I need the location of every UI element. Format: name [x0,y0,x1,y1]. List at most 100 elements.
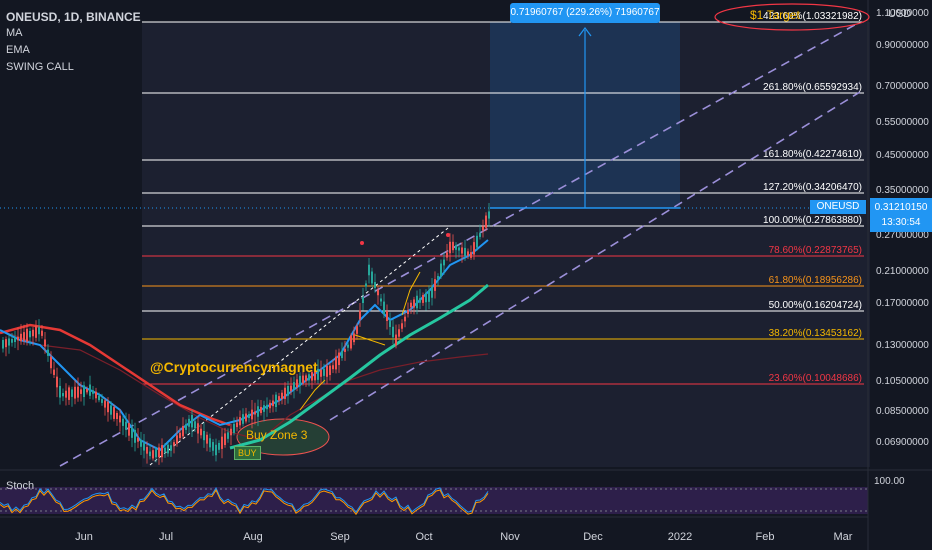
candle [95,391,97,399]
candle [65,390,67,398]
candle [35,325,37,338]
candle [164,447,166,453]
candle [146,446,148,454]
stoch-label[interactable]: Stoch [6,480,35,492]
candle [116,412,118,420]
candle [89,384,91,396]
candle [47,349,49,356]
month-label: Jun [75,531,93,543]
buy-zone-label: Buy Zone 3 [246,428,308,442]
candle [17,336,19,341]
candle [5,339,7,348]
candle [101,399,103,403]
fib-label: 100.00%(0.27863880) [763,215,862,226]
axis-price-label: 0.70000000 [876,81,929,92]
candle [263,405,265,412]
candle [83,385,85,398]
indicator-ema[interactable]: EMA [6,44,30,56]
month-label: Feb [756,531,775,543]
candle [347,344,349,348]
ma-line [0,323,231,427]
candle [296,379,298,388]
candle [239,417,241,426]
candle [92,390,94,394]
axis-price-label: 0.21000000 [876,266,929,277]
axis-price-label: 0.10500000 [876,376,929,387]
candle [194,421,196,429]
candle [203,431,205,441]
currency-label: USD [888,8,912,20]
candle [281,392,283,399]
swing-call-line [229,283,489,450]
candle [362,296,364,304]
fib-label: 23.60%(0.10048686) [769,373,862,384]
candle [170,445,172,451]
candle [14,337,16,343]
candle [176,435,178,444]
candle [455,245,457,250]
candle [452,241,454,251]
candle [86,388,88,393]
candle [476,235,478,248]
fib-label: 161.80%(0.42274610) [763,149,862,160]
candle [128,422,130,436]
candle [338,352,340,366]
candle [308,374,310,381]
measure-arrow-head [578,27,592,37]
stoch-d-line [0,489,489,516]
wave-arrow-line [354,334,386,346]
candle [392,326,394,338]
candle [77,386,79,398]
candle [107,401,109,413]
candle [50,356,52,369]
candle [155,449,157,458]
candle [488,211,490,219]
candle [365,283,367,287]
candle [335,356,337,370]
candle [305,375,307,382]
candle [230,428,232,436]
axis-price-label: 1.10000000 [876,8,929,19]
candle [20,333,22,342]
candle [293,382,295,390]
candle [413,299,415,308]
candle [131,427,133,438]
axis-price-label: 0.45000000 [876,150,929,161]
candle [80,389,82,394]
candle [425,292,427,303]
candle [236,422,238,428]
candle [401,323,403,329]
candle [359,310,361,320]
candle [266,404,268,410]
candle [53,369,55,375]
candle [380,298,382,302]
current-price-badge: ONEUSD 0.31210150 13:30:54 [810,198,932,232]
candle [167,444,169,454]
month-label: Dec [583,531,603,543]
candle [302,375,304,384]
candle [284,387,286,399]
indicator-ma[interactable]: MA [6,27,23,39]
candle [443,259,445,266]
candle [269,402,271,409]
candle [356,326,358,334]
candle [431,287,433,298]
candle [23,332,25,341]
candle [26,328,28,342]
candle [353,333,355,343]
candle [218,442,220,450]
candle [341,351,343,359]
candle [11,338,13,343]
candle [374,282,376,288]
candle [191,414,193,428]
axis-price-label: 0.27000000 [876,230,929,241]
candle [389,321,391,327]
axis-price-label: 0.08500000 [876,406,929,417]
candle [383,301,385,315]
candle [470,252,472,258]
indicator-swing-call[interactable]: SWING CALL [6,61,74,73]
candle [227,432,229,439]
candle [350,335,352,349]
candle [44,339,46,347]
